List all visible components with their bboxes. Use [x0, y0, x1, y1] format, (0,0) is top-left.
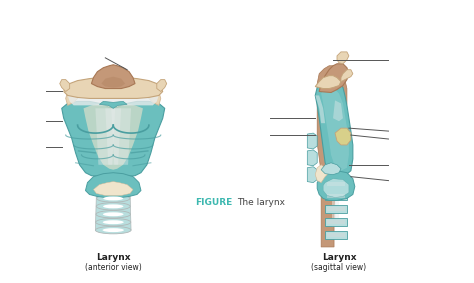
Ellipse shape [96, 203, 130, 210]
Polygon shape [327, 194, 345, 198]
Polygon shape [64, 78, 163, 98]
Polygon shape [327, 233, 345, 237]
Polygon shape [307, 133, 317, 149]
Polygon shape [62, 101, 165, 177]
Polygon shape [315, 76, 341, 89]
Polygon shape [327, 220, 345, 224]
Ellipse shape [96, 211, 130, 218]
Polygon shape [315, 77, 353, 177]
Polygon shape [157, 80, 167, 91]
Polygon shape [325, 218, 347, 226]
Polygon shape [101, 77, 125, 87]
Polygon shape [333, 100, 343, 121]
Polygon shape [325, 231, 347, 239]
Polygon shape [93, 182, 133, 196]
Polygon shape [335, 108, 339, 227]
Polygon shape [307, 150, 317, 166]
Ellipse shape [97, 195, 130, 202]
Polygon shape [323, 179, 349, 198]
Polygon shape [341, 70, 353, 82]
Text: The larynx: The larynx [237, 198, 285, 207]
Ellipse shape [103, 196, 123, 200]
Polygon shape [91, 65, 135, 89]
Polygon shape [66, 87, 80, 105]
Polygon shape [335, 128, 351, 145]
Polygon shape [321, 87, 349, 171]
Polygon shape [83, 103, 143, 170]
Polygon shape [325, 205, 347, 213]
Polygon shape [111, 108, 131, 165]
Polygon shape [327, 207, 345, 211]
Polygon shape [95, 108, 115, 165]
Text: FIGURE: FIGURE [195, 198, 233, 207]
Text: Larynx: Larynx [96, 253, 130, 262]
Text: Larynx: Larynx [322, 253, 356, 262]
Polygon shape [317, 66, 347, 247]
Polygon shape [60, 80, 70, 91]
Ellipse shape [96, 218, 131, 226]
Polygon shape [105, 108, 121, 165]
Polygon shape [319, 64, 349, 93]
Polygon shape [337, 52, 349, 64]
Polygon shape [325, 192, 347, 200]
Ellipse shape [103, 212, 124, 216]
Polygon shape [68, 95, 159, 105]
Polygon shape [321, 163, 341, 175]
Text: (sagittal view): (sagittal view) [311, 263, 366, 272]
Polygon shape [95, 192, 131, 230]
Polygon shape [315, 95, 325, 123]
Ellipse shape [103, 204, 123, 208]
Polygon shape [85, 173, 141, 198]
Ellipse shape [95, 226, 131, 234]
Ellipse shape [102, 228, 124, 232]
Ellipse shape [103, 220, 124, 224]
Polygon shape [147, 87, 161, 105]
Polygon shape [317, 171, 355, 200]
Polygon shape [315, 165, 329, 183]
Polygon shape [100, 101, 127, 108]
Polygon shape [332, 89, 336, 227]
Polygon shape [307, 167, 317, 183]
Polygon shape [327, 182, 345, 186]
Polygon shape [325, 180, 347, 188]
Text: (anterior view): (anterior view) [85, 263, 142, 272]
